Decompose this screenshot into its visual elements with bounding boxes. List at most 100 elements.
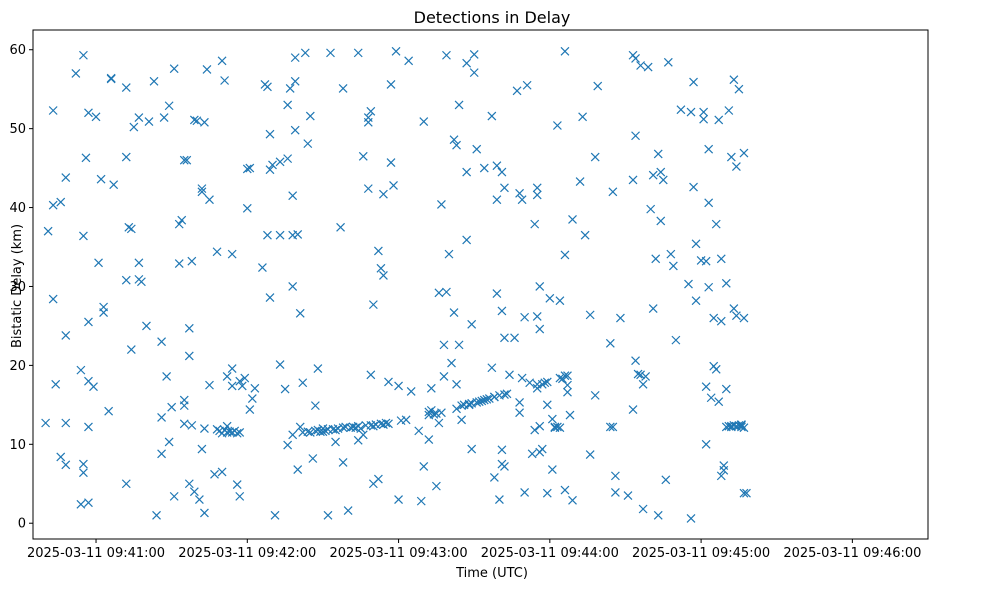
data-point	[338, 83, 348, 93]
data-point	[716, 471, 726, 481]
data-point	[247, 394, 257, 403]
data-point	[671, 335, 681, 345]
data-point	[462, 235, 472, 245]
data-point	[217, 56, 227, 66]
data-point	[462, 58, 472, 68]
data-point	[157, 449, 167, 459]
data-point	[530, 425, 540, 435]
data-point	[454, 340, 464, 350]
data-point	[492, 195, 502, 205]
data-point	[537, 444, 547, 454]
data-point	[245, 163, 255, 173]
data-point	[265, 165, 275, 175]
data-point	[94, 258, 103, 268]
data-point	[555, 423, 565, 433]
data-point	[222, 372, 232, 381]
data-point	[512, 86, 522, 96]
data-point	[293, 465, 303, 474]
data-point	[200, 424, 209, 433]
data-point	[686, 107, 696, 117]
data-point	[290, 76, 300, 86]
data-point	[61, 173, 71, 182]
data-point	[737, 422, 746, 432]
data-point	[182, 155, 192, 165]
data-point	[384, 377, 393, 387]
data-point	[394, 495, 403, 504]
data-point	[505, 370, 514, 380]
data-point	[689, 182, 698, 192]
data-point	[197, 187, 207, 197]
data-point	[734, 84, 744, 94]
data-point	[48, 294, 58, 304]
data-point	[452, 379, 461, 389]
data-point	[232, 428, 242, 438]
data-point	[290, 125, 300, 135]
data-point	[716, 316, 726, 326]
data-point	[676, 105, 686, 115]
data-point	[563, 380, 572, 390]
data-point	[510, 333, 519, 343]
data-point	[184, 479, 194, 489]
data-point	[242, 203, 252, 213]
data-point	[61, 418, 71, 428]
data-point	[326, 48, 335, 58]
data-point	[494, 495, 504, 504]
data-point	[535, 421, 545, 431]
data-point	[643, 62, 653, 72]
data-point	[590, 152, 600, 162]
data-point	[167, 402, 177, 412]
data-point	[721, 278, 731, 288]
data-point	[303, 139, 313, 149]
data-point	[164, 437, 174, 447]
data-point	[300, 48, 310, 58]
data-point	[457, 401, 467, 411]
data-point	[321, 426, 330, 436]
data-point	[406, 387, 416, 396]
data-point	[134, 113, 144, 123]
data-point	[426, 405, 436, 415]
data-point	[474, 397, 484, 407]
data-point	[189, 115, 199, 125]
data-point	[298, 378, 308, 388]
data-point	[656, 216, 666, 226]
data-point	[658, 175, 668, 185]
data-point	[179, 395, 189, 405]
data-point	[540, 378, 550, 388]
data-point	[631, 53, 640, 63]
data-point	[71, 68, 81, 78]
data-point	[343, 506, 353, 516]
data-point	[472, 144, 482, 154]
y-tick-label: 10	[9, 438, 26, 453]
data-point	[192, 116, 202, 126]
data-point	[124, 222, 134, 232]
data-point	[331, 437, 340, 447]
data-point	[391, 46, 401, 56]
data-point	[666, 249, 676, 259]
data-point	[275, 157, 285, 167]
data-point	[704, 198, 714, 208]
data-point	[356, 424, 366, 433]
data-point	[232, 480, 242, 489]
data-point	[542, 488, 552, 498]
data-point	[532, 312, 542, 321]
data-point	[653, 149, 663, 159]
data-point	[497, 167, 507, 177]
data-point	[447, 358, 456, 368]
data-point	[638, 504, 648, 514]
data-point	[442, 50, 451, 60]
data-point	[704, 282, 714, 292]
data-point	[187, 256, 197, 266]
data-point	[610, 471, 620, 481]
data-point	[429, 409, 439, 419]
data-point	[401, 415, 411, 425]
data-point	[295, 308, 305, 318]
data-point	[381, 418, 391, 428]
data-point	[648, 304, 658, 313]
data-point	[121, 152, 131, 162]
data-point	[121, 83, 131, 93]
data-point	[368, 300, 378, 310]
data-point	[187, 420, 197, 430]
data-point	[280, 384, 290, 394]
data-point	[686, 514, 696, 523]
data-point	[434, 418, 444, 428]
